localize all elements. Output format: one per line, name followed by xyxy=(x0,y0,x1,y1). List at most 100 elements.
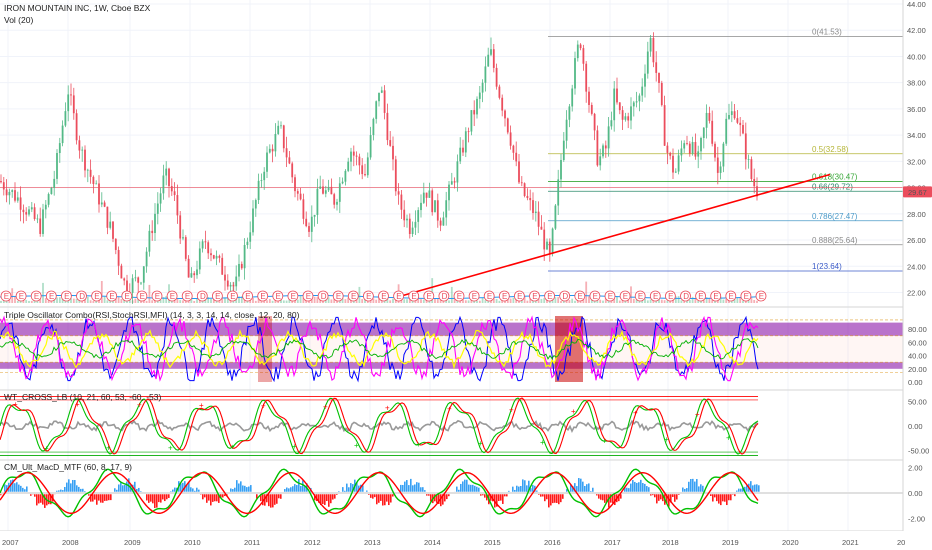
price-axis[interactable] xyxy=(903,0,932,531)
price-tick-label: 26.00 xyxy=(907,236,926,245)
time-tick-label: 2018 xyxy=(662,538,679,547)
earnings-marker: E xyxy=(94,292,99,301)
price-tick-label: 40.00 xyxy=(907,52,926,61)
macd-legend[interactable]: CM_Ult_MacD_MTF (60, 8, 17, 9) xyxy=(4,462,132,472)
oscillator-axis-ticks: 80.00 60.00 40.00 20.00 0.00 50.00 0.00 -50.00 2… xyxy=(908,325,929,523)
earnings-marker: E xyxy=(411,292,416,301)
volume-legend[interactable]: Vol (20) xyxy=(4,15,33,25)
earnings-marker: E xyxy=(230,292,235,301)
earnings-marker: E xyxy=(336,292,341,301)
wt-cross-marker: + xyxy=(571,407,576,416)
earnings-marker: E xyxy=(532,292,537,301)
oscillator-tick-label: -2.00 xyxy=(908,514,925,523)
earnings-marker: E xyxy=(140,292,145,301)
fib-level-label: 0.5(32.58) xyxy=(812,145,849,154)
price-tick-label: 34.00 xyxy=(907,131,926,140)
earnings-marker: E xyxy=(608,292,613,301)
oscillator-tick-label: 80.00 xyxy=(908,325,927,334)
time-tick-label: 2008 xyxy=(62,538,79,547)
wt-cross-marker: + xyxy=(416,440,421,449)
time-axis[interactable] xyxy=(0,531,932,550)
earnings-marker: E xyxy=(427,292,432,301)
earnings-marker: E xyxy=(517,292,522,301)
time-tick-label: 20 xyxy=(897,538,905,547)
fib-level-label: 0.618(30.47) xyxy=(812,172,858,181)
price-tick-label: 38.00 xyxy=(907,79,926,88)
time-tick-label: 2011 xyxy=(244,538,260,547)
earnings-marker: E xyxy=(457,292,462,301)
earnings-marker: E xyxy=(276,292,281,301)
oscillator-tick-label: 50.00 xyxy=(908,397,927,406)
earnings-marker: E xyxy=(623,292,628,301)
oscillator-tick-label: 2.00 xyxy=(908,464,923,473)
time-tick-label: 2020 xyxy=(782,538,799,547)
earnings-marker: E xyxy=(698,292,703,301)
earnings-marker: E xyxy=(4,292,9,301)
earnings-marker: E xyxy=(487,292,492,301)
time-tick-label: 2021 xyxy=(842,538,859,547)
wt-cross-marker: + xyxy=(602,436,607,445)
price-tick-label: 24.00 xyxy=(907,262,926,271)
wt-cross-marker: + xyxy=(168,443,173,452)
time-tick-label: 2014 xyxy=(424,538,441,547)
wt-cross-marker: + xyxy=(478,439,483,448)
earnings-marker: D xyxy=(321,292,327,301)
earnings-marker: E xyxy=(638,292,643,301)
wt-cross-marker: + xyxy=(447,404,452,413)
wt-cross-marker: + xyxy=(261,402,266,411)
fib-level-label: 0.66(29.72) xyxy=(812,182,853,191)
time-tick-label: 2012 xyxy=(304,538,321,547)
oscillator-tick-label: 0.00 xyxy=(908,422,923,431)
wt-cross-marker: + xyxy=(292,442,297,451)
earnings-marker: E xyxy=(547,292,552,301)
earnings-marker: D xyxy=(79,292,85,301)
wt-cross-marker: + xyxy=(323,402,328,411)
price-tick-label: 22.00 xyxy=(907,289,926,298)
earnings-marker: E xyxy=(245,292,250,301)
trend-line[interactable] xyxy=(394,173,831,299)
time-tick-label: 2013 xyxy=(364,538,381,547)
price-tick-label: 28.00 xyxy=(907,210,926,219)
price-tick-label: 44.00 xyxy=(907,0,926,9)
candlestick-series xyxy=(0,32,758,304)
earnings-marker: E xyxy=(49,292,54,301)
wt-cross-legend[interactable]: WT_CROSS_LB (10, 21, 60, 53, -60, -53) xyxy=(4,392,161,402)
wt-cross-marker: + xyxy=(695,410,700,419)
wt-cross-marker: + xyxy=(385,403,390,412)
earnings-marker: E xyxy=(366,292,371,301)
earnings-marker: E xyxy=(381,292,386,301)
earnings-marker: E xyxy=(109,292,114,301)
wt-cross-marker: + xyxy=(664,435,669,444)
wt-cross-marker: + xyxy=(13,400,18,409)
wt-cross-marker: + xyxy=(75,400,80,409)
oscillator-legend[interactable]: Triple Oscillator Combo(RSI,StochRSI,MFI… xyxy=(4,310,300,320)
fib-level-label: 0(41.53) xyxy=(812,27,842,36)
earnings-marker: E xyxy=(472,292,477,301)
fib-level-label: 0.888(25.64) xyxy=(812,236,858,245)
wt-cross-marker: + xyxy=(44,444,49,453)
oscillator-tick-label: 60.00 xyxy=(908,338,927,347)
earnings-marker: E xyxy=(744,292,749,301)
price-tick-label: 42.00 xyxy=(907,26,926,35)
earnings-marker: D xyxy=(683,292,689,301)
current-price-value: 29.67 xyxy=(908,188,927,197)
current-price-tag: 29.67 xyxy=(903,186,932,198)
wt-cross-marker: + xyxy=(137,400,142,409)
macd-pane[interactable] xyxy=(0,468,903,518)
time-tick-label: 2010 xyxy=(184,538,201,547)
time-tick-label: 2007 xyxy=(2,538,19,547)
symbol-title[interactable]: IRON MOUNTAIN INC, 1W, Cboe BZX xyxy=(4,3,151,13)
triple-oscillator-pane[interactable] xyxy=(0,315,903,383)
wt-cross-pane[interactable]: + + + + + + + + + + + + + + + + + + + + + + + + xyxy=(0,396,759,456)
earnings-marker: E xyxy=(260,292,265,301)
earnings-marker: E xyxy=(502,292,507,301)
earnings-marker: E xyxy=(291,292,296,301)
earnings-marker: E xyxy=(351,292,356,301)
earnings-marker: E xyxy=(653,292,658,301)
earnings-marker: E xyxy=(759,292,764,301)
oscillator-tick-label: 40.00 xyxy=(908,352,927,361)
fib-level-label: 0.786(27.47) xyxy=(812,212,858,221)
fibonacci-retracement[interactable]: 0(41.53) 0.5(32.58) 0.618(30.47)0.66(29.72… xyxy=(0,27,903,272)
